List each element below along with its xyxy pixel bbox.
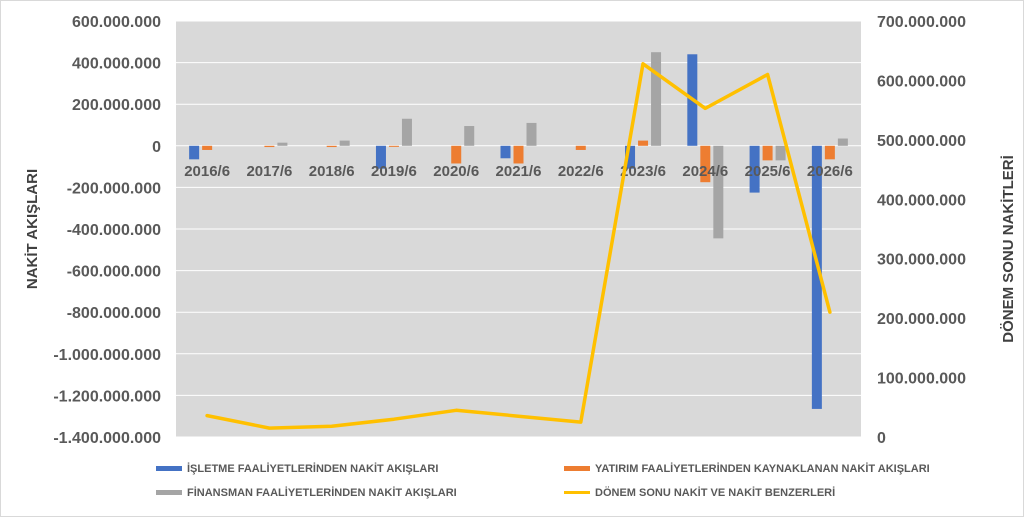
- left-tick-label-3: 0: [152, 139, 161, 156]
- bar-s1-2022-6: [575, 145, 586, 150]
- bar-s1-2025-6: [762, 145, 773, 161]
- left-tick-label-0: 600.000.000: [72, 14, 161, 31]
- category-label-2018-6: 2018/6: [309, 163, 355, 180]
- legend-label-investing: YATIRIM FAALİYETLERİNDEN KAYNAKLANAN NAK…: [595, 462, 930, 475]
- category-label-2024-6: 2024/6: [682, 163, 728, 180]
- left-tick-label-8: -1.000.000.000: [53, 347, 161, 364]
- right-tick-label-7: 0: [877, 430, 886, 447]
- line-series-closing-cash: [205, 62, 832, 430]
- bar-s2-2023-6: [651, 52, 662, 146]
- category-label-2025-6: 2025/6: [745, 163, 791, 180]
- bar-s1-2018-6: [326, 145, 337, 148]
- left-axis-title: NAKİT AKIŞLARI: [24, 169, 41, 289]
- legend-swatch-investing: [564, 466, 590, 471]
- bar-s0-2016-6: [189, 145, 200, 160]
- left-tick-label-1: 400.000.000: [72, 56, 161, 73]
- right-tick-label-3: 400.000.000: [877, 192, 966, 209]
- legend-label-financing: FİNANSMAN FAALİYETLERİNDEN NAKİT AKIŞLAR…: [187, 486, 457, 499]
- bar-s1-2026-6: [824, 145, 835, 160]
- bar-s2-2019-6: [401, 118, 412, 146]
- legend-swatch-operating: [156, 466, 182, 471]
- left-tick-label-10: -1.400.000.000: [53, 430, 161, 447]
- bar-s2-2021-6: [526, 122, 537, 146]
- category-label-2021-6: 2021/6: [496, 163, 542, 180]
- grid-lines: [176, 20, 861, 438]
- bar-s2-2017-6: [277, 142, 288, 146]
- category-label-2019-6: 2019/6: [371, 163, 417, 180]
- right-axis-ticks: 700.000.000 600.000.000 500.000.000 400.000…: [877, 14, 966, 447]
- left-tick-label-7: -800.000.000: [67, 305, 161, 322]
- left-tick-label-6: -600.000.000: [67, 264, 161, 281]
- bar-s1-2019-6: [388, 145, 399, 147]
- legend-swatch-financing: [156, 490, 182, 495]
- left-tick-label-5: -400.000.000: [67, 222, 161, 239]
- right-tick-label-5: 200.000.000: [877, 311, 966, 328]
- bar-s2-2020-6: [464, 126, 475, 146]
- bar-s0-2026-6: [811, 145, 822, 409]
- right-tick-label-6: 100.000.000: [877, 371, 966, 388]
- bar-s0-2019-6: [375, 145, 386, 169]
- bar-s2-2025-6: [775, 145, 786, 161]
- bar-s1-2017-6: [264, 145, 275, 148]
- bar-s1-2023-6: [638, 140, 649, 146]
- category-label-2023-6: 2023/6: [620, 163, 666, 180]
- right-axis-title: DÖNEM SONU NAKİTLERİ: [1000, 155, 1017, 343]
- bar-s2-2024-6: [713, 145, 724, 239]
- legend-swatch-closing-cash: [564, 491, 590, 494]
- line-series: [205, 62, 832, 430]
- legend-label-operating: İŞLETME FAALİYETLERİNDEN NAKİT AKIŞLARI: [187, 462, 438, 475]
- bar-s2-2018-6: [339, 140, 350, 146]
- category-label-2022-6: 2022/6: [558, 163, 604, 180]
- bar-s1-2024-6: [700, 145, 711, 183]
- left-tick-label-2: 200.000.000: [72, 97, 161, 114]
- legend-label-closing-cash: DÖNEM SONU NAKİT VE NAKİT BENZERLERİ: [595, 486, 835, 499]
- bar-s1-2020-6: [451, 145, 462, 164]
- bar-s0-2023-6: [625, 145, 636, 169]
- left-tick-label-4: -200.000.000: [67, 180, 161, 197]
- bar-s0-2025-6: [749, 145, 760, 193]
- bar-s2-2026-6: [837, 138, 848, 146]
- category-label-2026-6: 2026/6: [807, 163, 853, 180]
- right-tick-label-0: 700.000.000: [877, 14, 966, 31]
- left-tick-label-9: -1.200.000.000: [53, 388, 161, 405]
- category-label-2017-6: 2017/6: [246, 163, 292, 180]
- right-tick-label-2: 500.000.000: [877, 133, 966, 150]
- category-label-2020-6: 2020/6: [433, 163, 479, 180]
- bar-s1-2021-6: [513, 145, 524, 164]
- category-labels: 2016/6 2017/6 2018/6 2019/6 2020/6 2021/6 2022…: [184, 163, 853, 180]
- bar-s1-2016-6: [202, 145, 213, 150]
- bar-s0-2021-6: [500, 145, 511, 159]
- right-tick-label-1: 600.000.000: [877, 73, 966, 90]
- left-axis-ticks: 600.000.000 400.000.000 200.000.000 0 -200.0…: [53, 14, 161, 447]
- category-label-2016-6: 2016/6: [184, 163, 230, 180]
- legend: İŞLETME FAALİYETLERİNDEN NAKİT AKIŞLARI …: [156, 462, 930, 499]
- right-tick-label-4: 300.000.000: [877, 252, 966, 269]
